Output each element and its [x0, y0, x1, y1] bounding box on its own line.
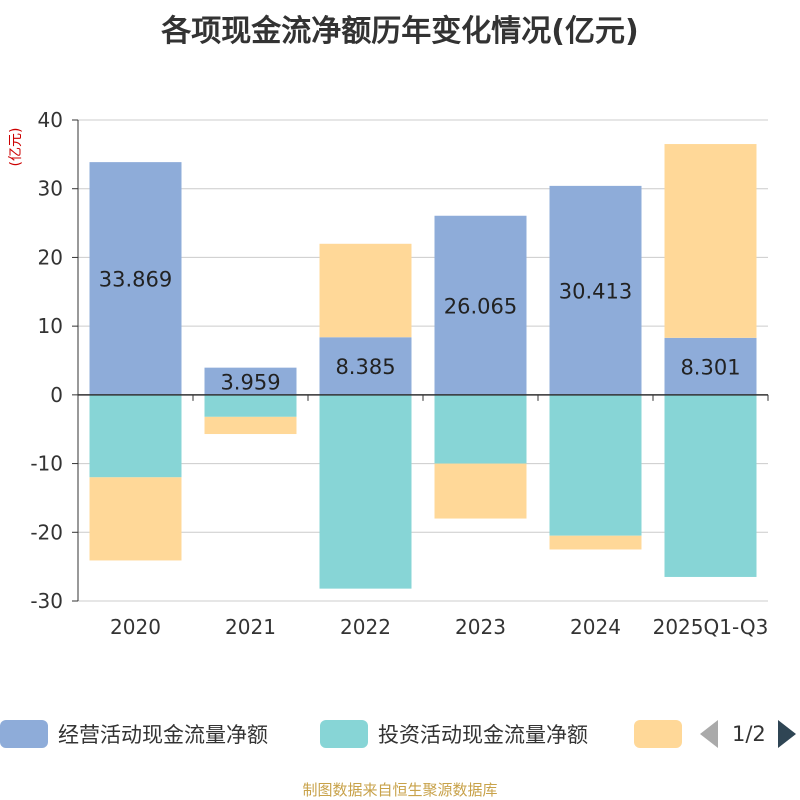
bar-series-2-2024[interactable] — [549, 535, 642, 550]
bar-series-0-2023[interactable] — [434, 215, 527, 395]
y-tick-label: -20 — [30, 520, 63, 544]
legend-item-investing[interactable]: 投资活动现金流量净额 — [320, 717, 588, 751]
data-label: 8.301 — [680, 355, 740, 379]
data-labels: 33.869 3.959 8.385 26.065 30.413 8.301 — [99, 267, 741, 394]
bar-series-1-2024[interactable] — [549, 394, 642, 536]
y-axis-title: (亿元) — [8, 128, 24, 167]
bar-series-0-2024[interactable] — [549, 185, 642, 395]
y-tick-label: 0 — [50, 383, 63, 407]
data-label: 8.385 — [335, 355, 395, 379]
bar-series-2-2021[interactable] — [204, 416, 297, 435]
bar-series-1-2020[interactable] — [89, 394, 182, 478]
data-label: 33.869 — [99, 267, 172, 291]
bar-series-1-2021[interactable] — [204, 394, 297, 417]
legend-item-operating[interactable]: 经营活动现金流量净额 — [0, 717, 268, 751]
bar-series-2-2025Q1-Q3[interactable] — [664, 144, 757, 338]
legend-item-financing[interactable] — [634, 717, 692, 751]
y-tick-label: 10 — [38, 314, 63, 338]
legend-pager: 1/2 — [700, 717, 796, 751]
bars — [89, 144, 757, 589]
x-tick-label: 2023 — [455, 615, 506, 639]
x-tick-label: 2024 — [570, 615, 621, 639]
bar-series-0-2020[interactable] — [89, 162, 182, 395]
legend-label-investing: 投资活动现金流量净额 — [378, 723, 588, 747]
bar-series-2-2023[interactable] — [434, 463, 527, 519]
legend-swatch-investing — [320, 720, 368, 748]
data-label: 30.413 — [559, 279, 632, 303]
source-note: 制图数据来自恒生聚源数据库 — [302, 781, 498, 799]
bar-series-1-2022[interactable] — [319, 394, 412, 589]
x-tick-label: 2022 — [340, 615, 391, 639]
legend-swatch-operating — [0, 720, 48, 748]
grid-lines — [78, 119, 768, 602]
y-tick-label: -30 — [30, 589, 63, 613]
y-tick-label: 40 — [38, 108, 63, 132]
bar-series-0-2022[interactable] — [319, 337, 412, 395]
data-label: 3.959 — [220, 370, 280, 394]
x-tick-label: 2020 — [110, 615, 161, 639]
bar-series-1-2025Q1-Q3[interactable] — [664, 394, 757, 577]
legend-prev-icon[interactable] — [700, 720, 718, 748]
data-label: 26.065 — [444, 294, 517, 318]
legend-page-indicator: 1/2 — [732, 722, 766, 746]
chart-title: 各项现金流净额历年变化情况(亿元) — [161, 14, 639, 49]
axes: 40 30 20 10 0 -10 -20 -30 2020 2021 2022 2023 2024 20… — [30, 108, 769, 639]
bar-series-1-2023[interactable] — [434, 394, 527, 464]
bar-series-0-2025Q1-Q3[interactable] — [664, 337, 757, 395]
legend-next-icon[interactable] — [777, 720, 796, 748]
y-tick-label: 30 — [38, 177, 63, 201]
bar-series-2-2022[interactable] — [319, 243, 412, 338]
y-tick-label: -10 — [30, 452, 63, 476]
bar-series-2-2020[interactable] — [89, 477, 182, 561]
bar-series-0-2021[interactable] — [204, 367, 297, 395]
y-tick-label: 20 — [38, 245, 63, 269]
x-tick-label: 2021 — [225, 615, 276, 639]
legend-label-operating: 经营活动现金流量净额 — [58, 723, 268, 747]
x-tick-label: 2025Q1-Q3 — [653, 615, 769, 639]
legend-swatch-financing — [634, 720, 682, 748]
